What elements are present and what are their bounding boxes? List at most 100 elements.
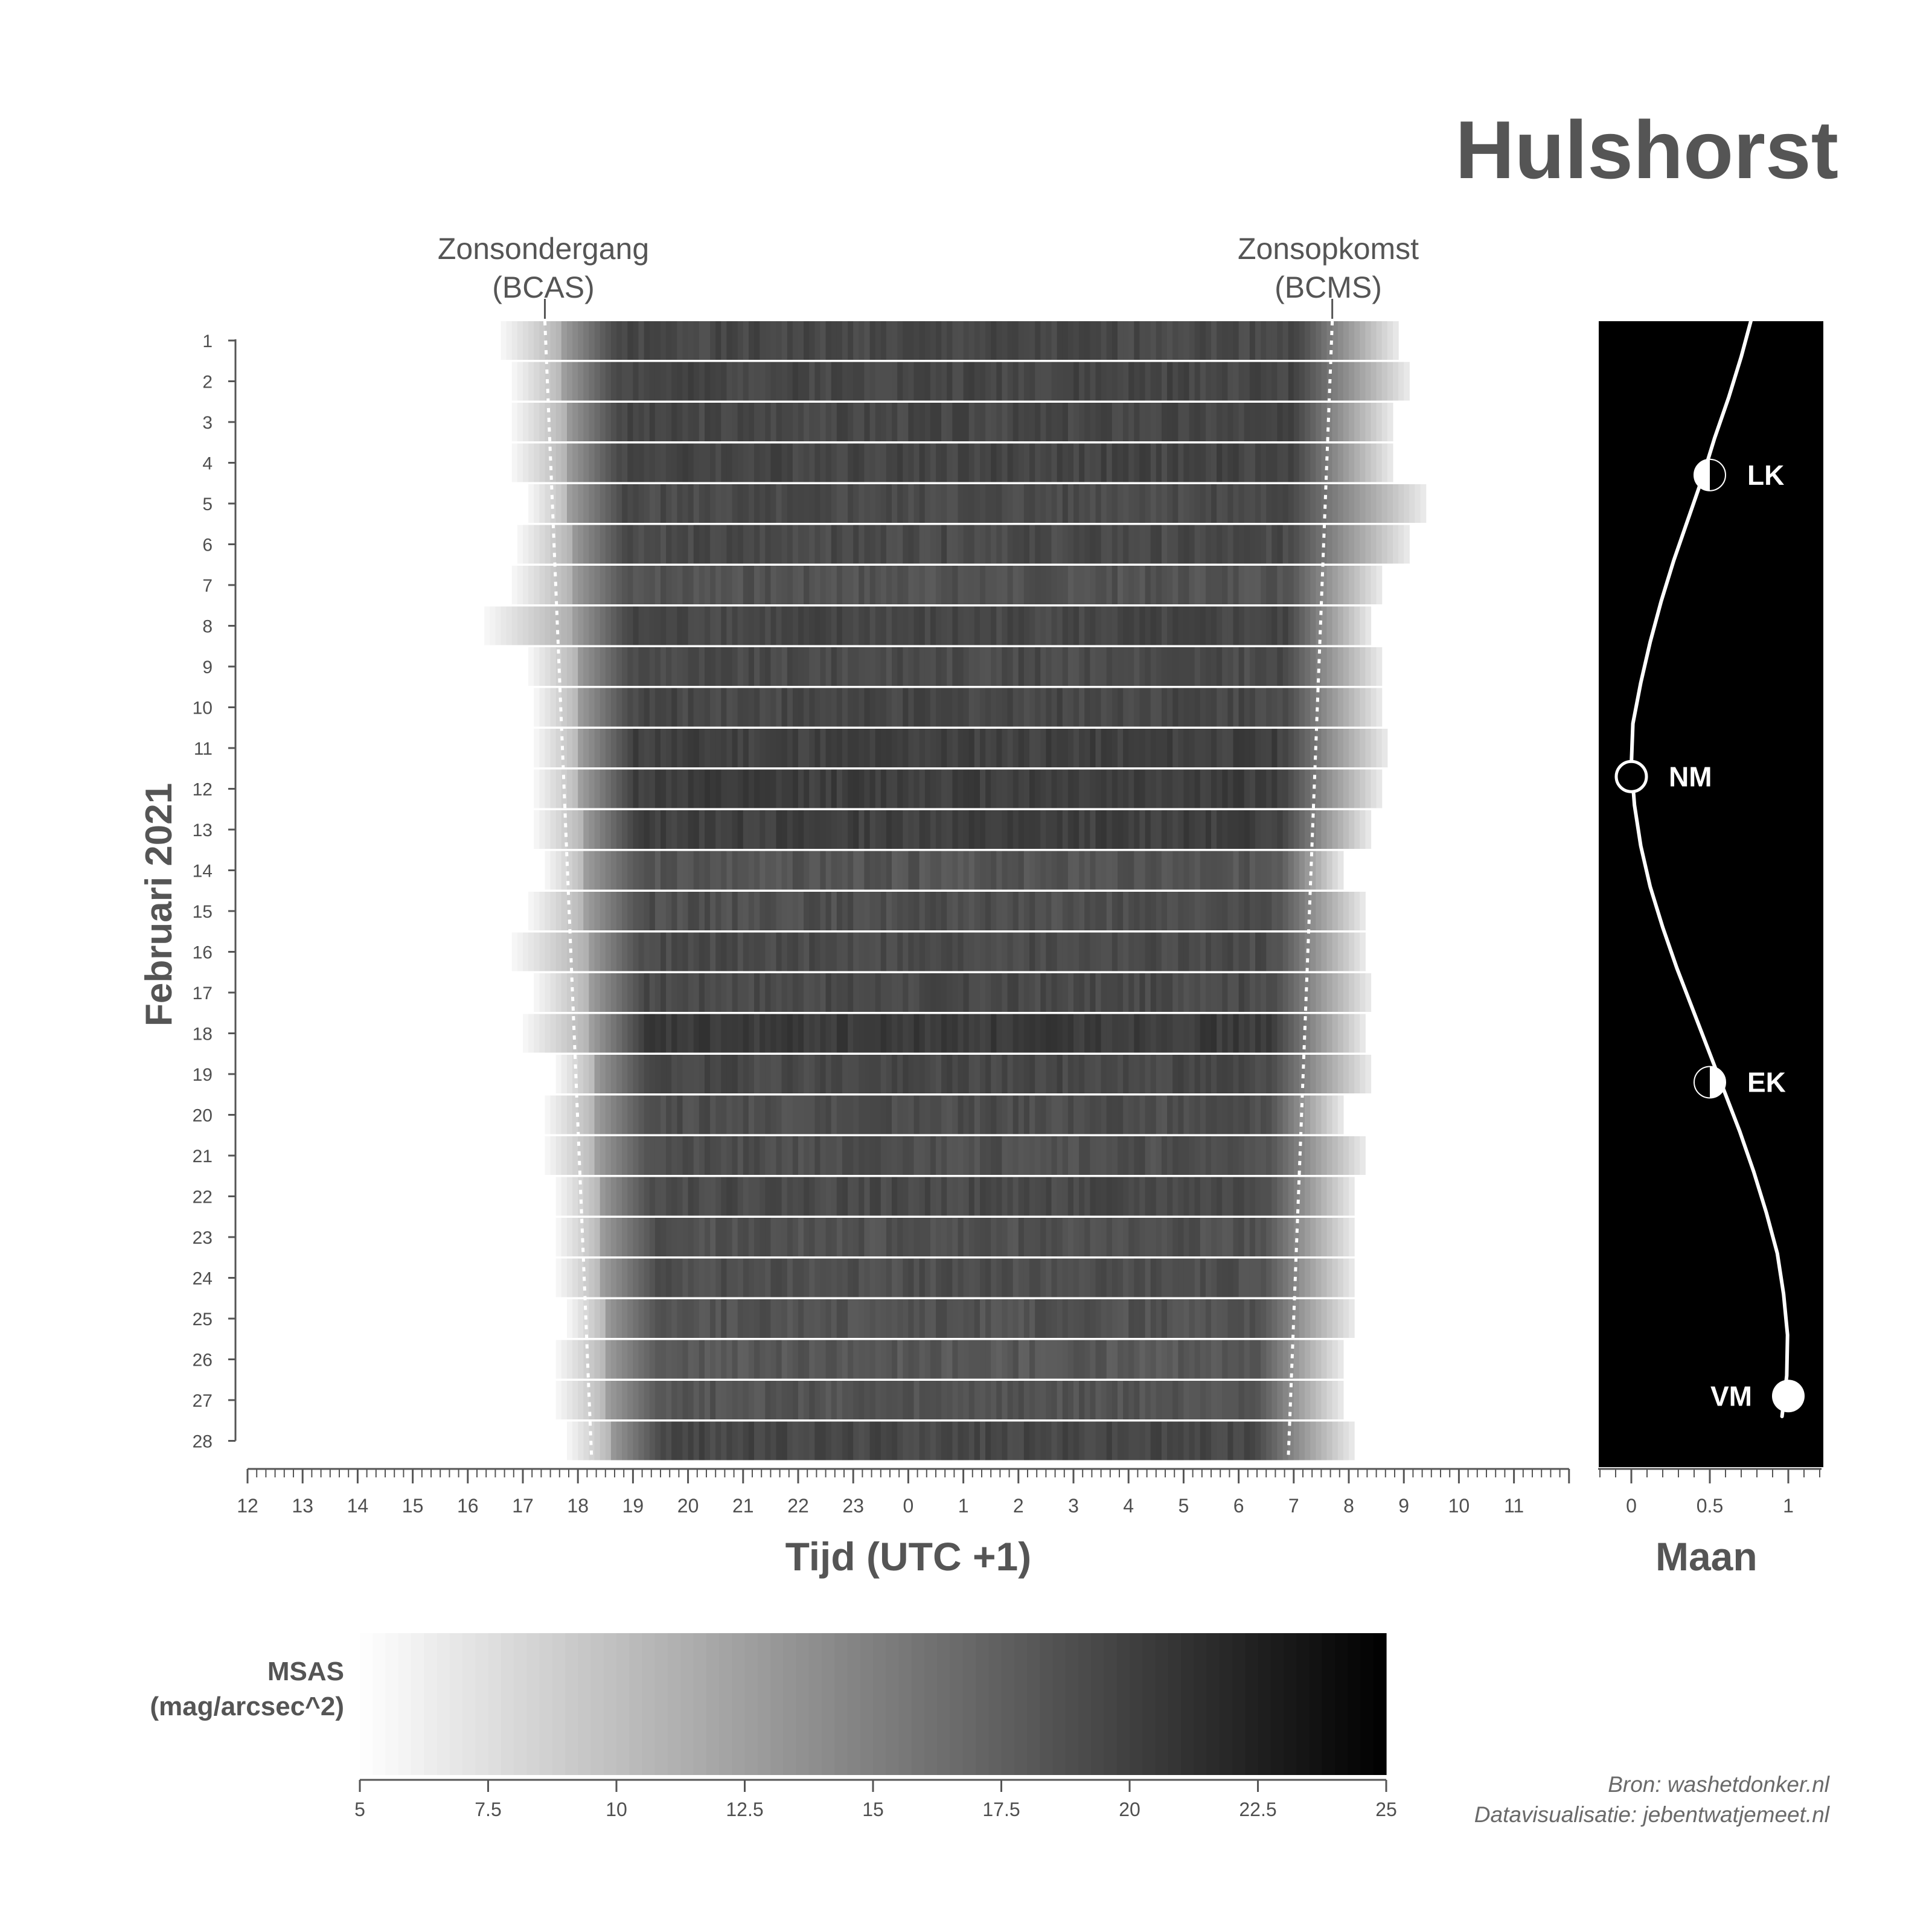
heatmap-cell [726,647,733,686]
heatmap-cell [627,729,633,767]
heatmap-cell [661,729,667,767]
heatmap-cell [1288,484,1294,523]
heatmap-cell [1095,606,1102,645]
heatmap-cell [633,1421,639,1460]
heatmap-cell [836,606,843,645]
heatmap-cell [699,362,705,401]
heatmap-cell [1035,688,1041,727]
heatmap-cell [1227,321,1234,360]
heatmap-cell [699,1299,705,1338]
heatmap-cell [1134,892,1140,930]
heatmap-cell [804,851,810,890]
heatmap-cell [737,1381,744,1419]
colorbar-segment [462,1633,476,1775]
heatmap-cell [1332,1421,1339,1460]
heatmap-cell [760,892,766,930]
heatmap-cell [1316,1055,1322,1093]
heatmap-cell [831,403,837,441]
heatmap-cell [754,1055,760,1093]
heatmap-cell [869,851,876,890]
heatmap-cell [913,729,920,767]
heatmap-cell [859,769,865,808]
heatmap-cell [1172,1014,1179,1053]
heatmap-cell [666,1095,672,1134]
heatmap-cell [726,484,733,523]
heatmap-cell [583,892,589,930]
heatmap-cell [1299,973,1305,1012]
heatmap-cell [947,1136,953,1175]
heatmap-cell [1057,1014,1063,1053]
heatmap-cell [1227,566,1234,604]
heatmap-cell [534,688,540,727]
heatmap-cell [809,932,815,971]
heatmap-cell [1244,606,1250,645]
heatmap-cell [1217,1095,1223,1134]
heatmap-cell [968,769,975,808]
heatmap-cell [589,851,595,890]
heatmap-cell [1343,606,1349,645]
heatmap-cell [550,362,557,401]
heatmap-cell [589,729,595,767]
heatmap-cell [809,1340,815,1379]
heatmap-cell [1349,932,1355,971]
heatmap-cell [605,1340,612,1379]
heatmap-cell [1067,484,1074,523]
heatmap-cell [1211,1340,1217,1379]
heatmap-cell [1365,1055,1372,1093]
heatmap-cell [1217,1381,1223,1419]
heatmap-cell [842,1421,848,1460]
heatmap-cell [1084,525,1090,564]
heatmap-cell [1217,851,1223,890]
heatmap-cell [1128,1381,1134,1419]
heatmap-cell [1057,729,1063,767]
heatmap-cell [814,1095,821,1134]
heatmap-cell [1128,769,1134,808]
heatmap-cell [1029,362,1035,401]
heatmap-cell [677,484,683,523]
heatmap-cell [671,647,677,686]
heatmap-cell [594,932,601,971]
heatmap-cell [1057,566,1063,604]
x-tick-label: 21 [732,1495,754,1517]
heatmap-cell [1007,1014,1014,1053]
heatmap-cell [1217,1136,1223,1175]
heatmap-cell [1178,1055,1184,1093]
colorbar-segment [1014,1633,1028,1775]
heatmap-cell [776,1095,782,1134]
heatmap-cell [1084,851,1090,890]
heatmap-cell [1365,729,1372,767]
heatmap-cell [682,647,689,686]
heatmap-cell [1150,851,1157,890]
heatmap-cell [1244,851,1250,890]
heatmap-cell [1101,606,1107,645]
heatmap-cell [980,403,986,441]
heatmap-cell [1244,1055,1250,1093]
heatmap-cell [919,1095,926,1134]
heatmap-cell [1200,1095,1206,1134]
heatmap-cell [1057,362,1063,401]
heatmap-cell [1310,769,1316,808]
heatmap-cell [804,1340,810,1379]
heatmap-cell [1277,1136,1284,1175]
heatmap-cell [583,484,589,523]
heatmap-cell [1227,1095,1234,1134]
heatmap-cell [1360,484,1366,523]
heatmap-cell [1035,443,1041,482]
heatmap-cell [991,1177,997,1216]
heatmap-cell [1266,1177,1272,1216]
heatmap-cell [754,484,760,523]
heatmap-cell [627,973,633,1012]
heatmap-cell [892,769,898,808]
heatmap-row [555,1381,1344,1419]
heatmap-cell [958,1136,964,1175]
heatmap-cell [913,1421,920,1460]
heatmap-cell [1310,1014,1316,1053]
heatmap-cell [814,1218,821,1256]
heatmap-cell [864,1014,871,1053]
colorbar-segment [834,1633,848,1775]
heatmap-cell [567,1177,573,1216]
heatmap-cell [864,729,871,767]
heatmap-cell [947,647,953,686]
heatmap-cell [649,769,656,808]
heatmap-cell [1266,1381,1272,1419]
